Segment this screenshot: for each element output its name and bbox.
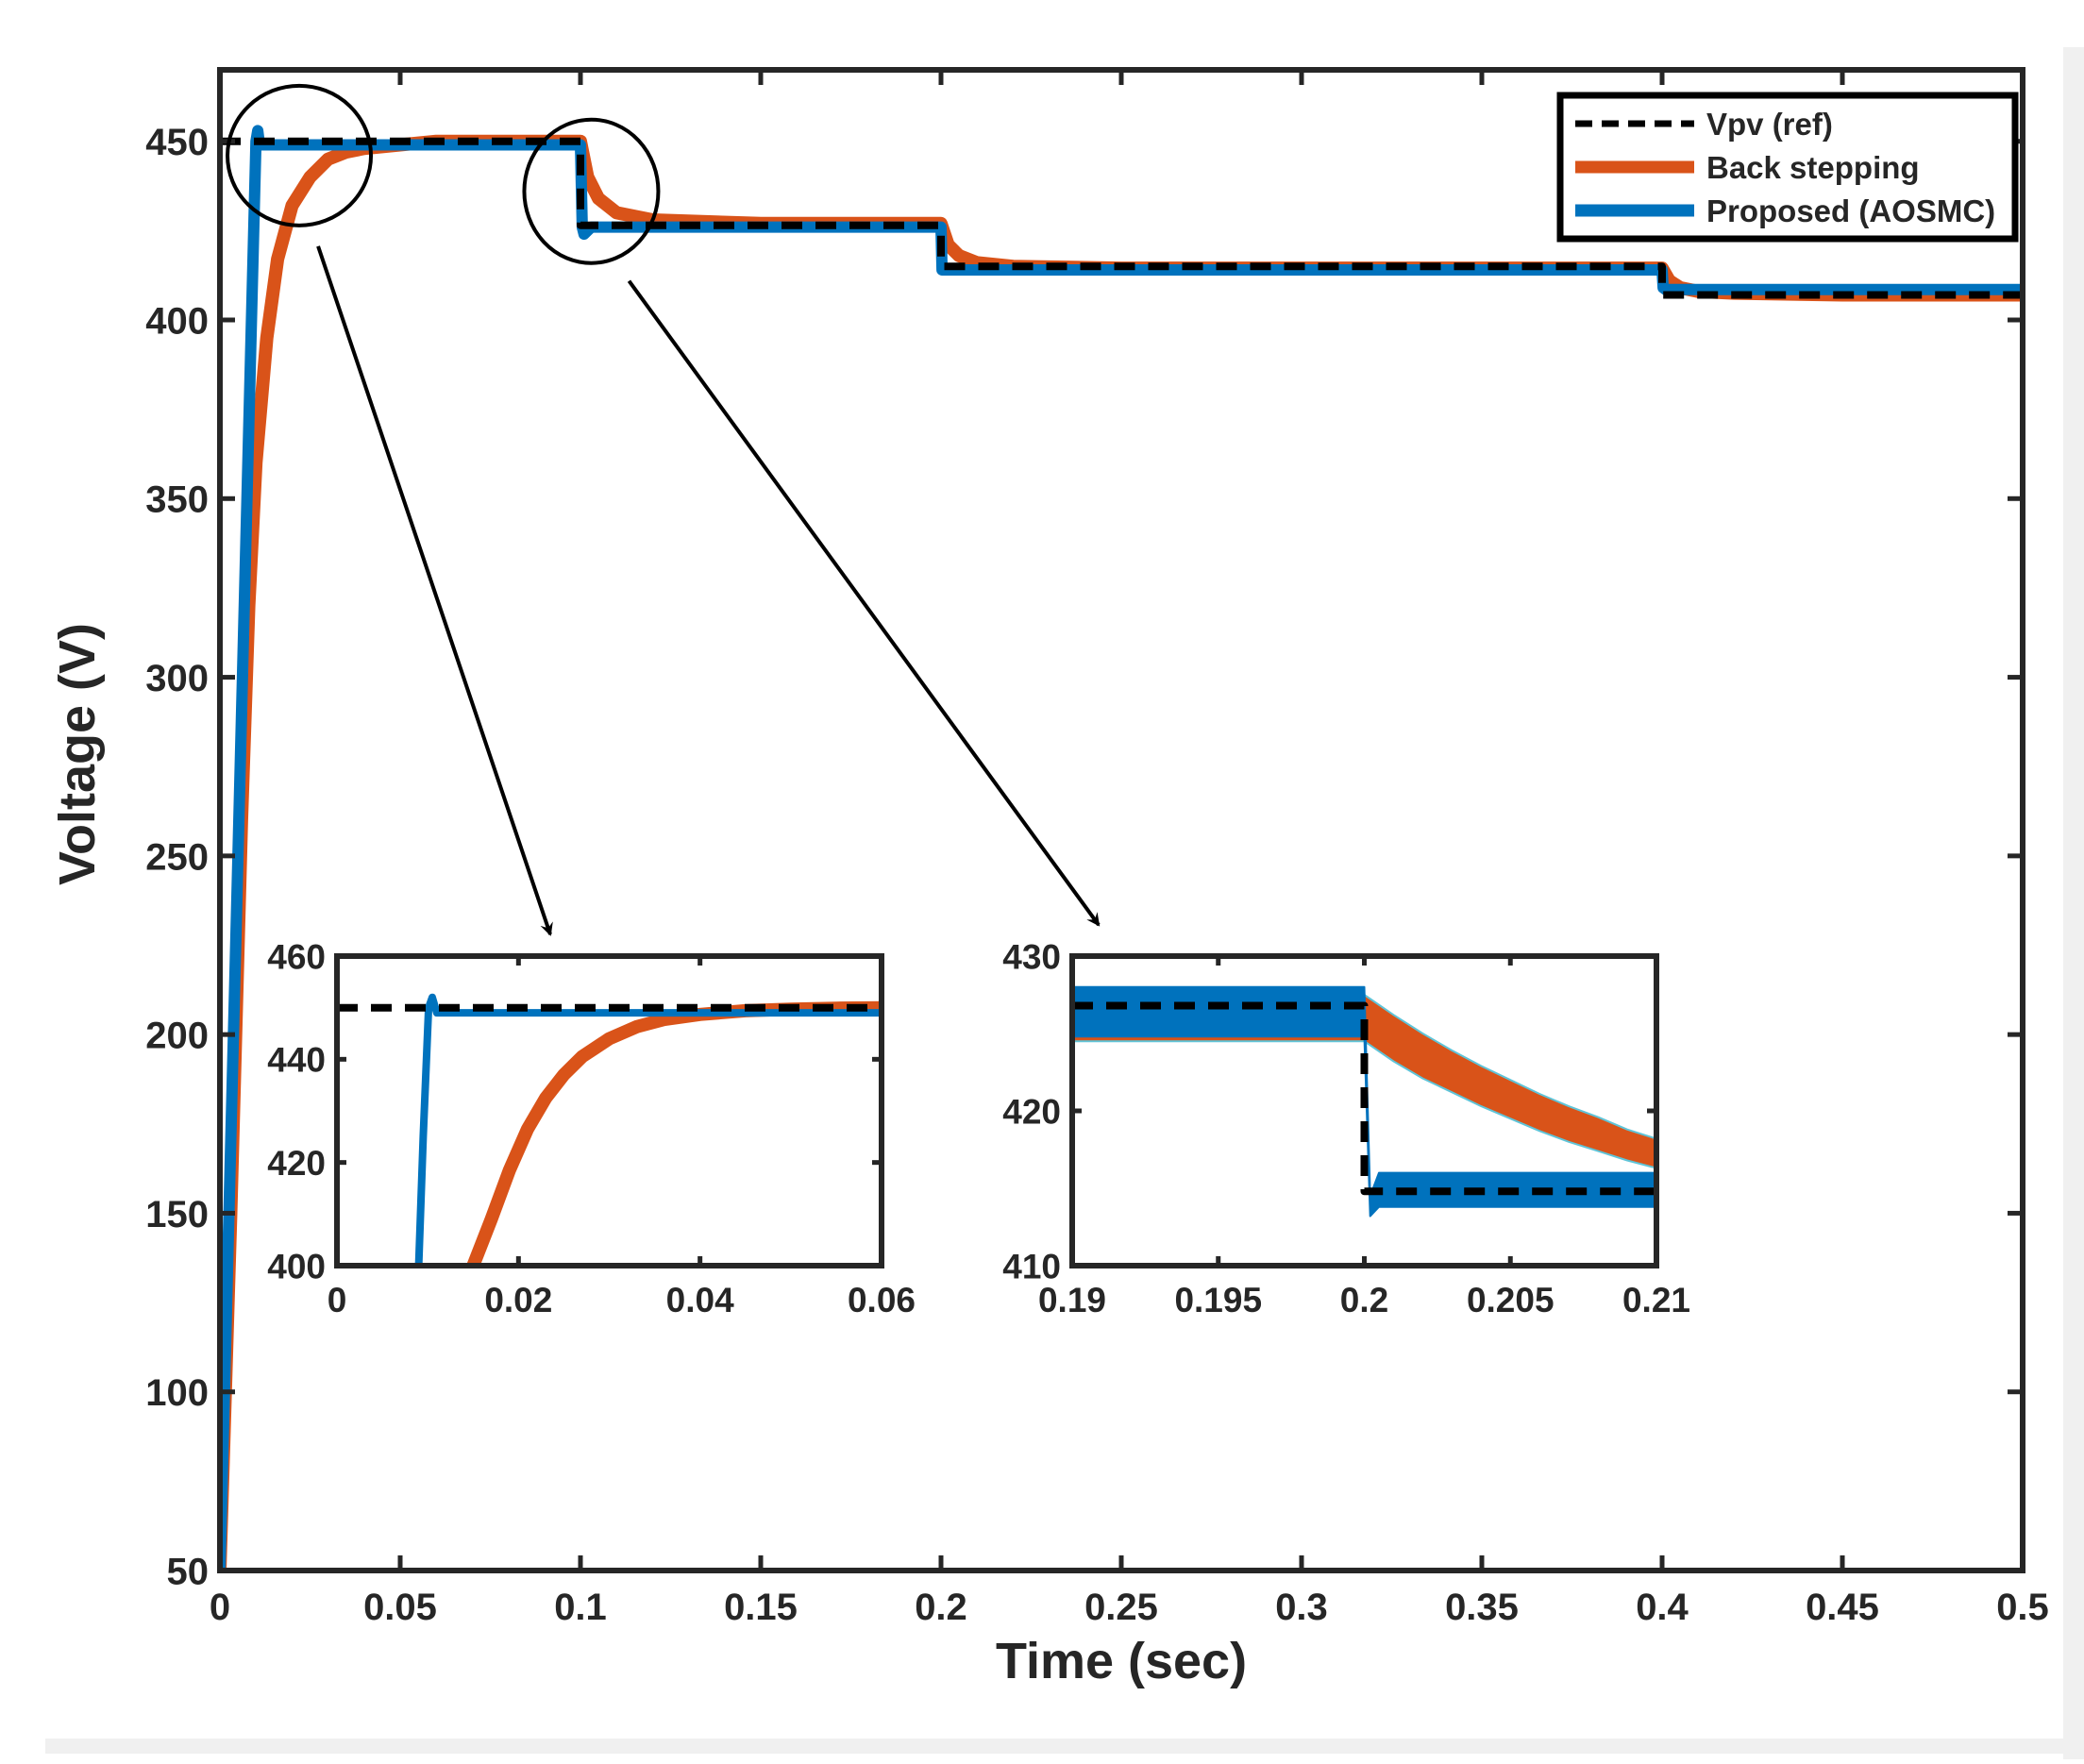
main-xtick-label: 0.3 xyxy=(1275,1587,1328,1628)
main-xtick-label: 0.45 xyxy=(1806,1587,1879,1628)
main-axes: 0 0.05 0.1 0.15 0.2 0.25 0.3 0.35 0.4 0.45 0.5 50 10… xyxy=(49,67,2049,1689)
inset1-axes-frame xyxy=(334,953,884,1268)
zoom-circle-startup xyxy=(226,83,374,227)
inset2-ytick-label: 430 xyxy=(1002,937,1061,976)
inset1-xtick-label: 0.06 xyxy=(848,1281,916,1319)
main-xtick-label: 0.5 xyxy=(1996,1587,2049,1628)
inset2-ytick-label: 420 xyxy=(1002,1092,1061,1131)
legend-label-2: Proposed (AOSMC) xyxy=(1706,193,1995,228)
inset1-ytick-label: 400 xyxy=(267,1247,326,1285)
main-xtick-label: 0.1 xyxy=(554,1587,607,1628)
inset2-ytick-label: 410 xyxy=(1002,1247,1061,1285)
inset2-xtick-label: 0.2 xyxy=(1340,1281,1388,1319)
main-y-axis-label: Voltage (V) xyxy=(49,623,106,885)
inset-axes-startup: 0 0.02 0.04 0.06 400 420 440 460 xyxy=(267,937,916,1319)
inset2-xtick-label: 0.19 xyxy=(1038,1281,1106,1319)
inset1-ytick-label: 460 xyxy=(267,937,326,976)
inset2-series-back-stepping-band xyxy=(1072,994,1656,1169)
inset1-xtick-label: 0.04 xyxy=(666,1281,734,1319)
legend: Vpv (ref) Back stepping Proposed (AOSMC) xyxy=(1556,92,2019,243)
main-plot-series xyxy=(220,125,2023,1571)
main-xtick-label: 0.35 xyxy=(1445,1587,1519,1628)
main-ytick-label: 400 xyxy=(145,300,209,342)
main-ytick-label: 250 xyxy=(145,836,209,878)
inset1-ytick-label: 440 xyxy=(267,1041,326,1080)
zoom-arrow-step xyxy=(627,279,1101,927)
inset1-ytick-label: 420 xyxy=(267,1144,326,1183)
inset1-series-proposed-aosmc xyxy=(414,993,882,1266)
inset2-xtick-label: 0.205 xyxy=(1467,1281,1555,1319)
main-ytick-label: 200 xyxy=(145,1016,209,1057)
main-ytick-label: 50 xyxy=(167,1551,210,1592)
inset2-series-vpv-ref xyxy=(1072,1001,1656,1196)
right-edge-strip xyxy=(2063,47,2084,1759)
inset-axes-step: 0.19 0.195 0.2 0.205 0.21 410 420 430 xyxy=(1002,937,1690,1319)
main-xtick-label: 0 xyxy=(210,1587,230,1628)
inset1-xtick-label: 0 xyxy=(328,1281,347,1319)
zoom-arrow-startup xyxy=(316,245,553,936)
main-xtick-label: 0.05 xyxy=(363,1587,437,1628)
main-ytick-label: 450 xyxy=(145,122,209,163)
main-ytick-label: 350 xyxy=(145,479,209,521)
bottom-edge-strip xyxy=(45,1739,2084,1754)
legend-label-1: Back stepping xyxy=(1706,150,1920,185)
main-ytick-label: 150 xyxy=(145,1194,209,1235)
inset2-xtick-label: 0.195 xyxy=(1174,1281,1262,1319)
zoom-annotations xyxy=(226,83,1101,936)
main-ytick-label: 300 xyxy=(145,658,209,699)
zoom-circle-step xyxy=(522,117,661,265)
main-plot-area xyxy=(220,70,2023,1571)
main-ytick-label: 100 xyxy=(145,1372,209,1414)
inset1-xtick-label: 0.02 xyxy=(484,1281,552,1319)
inset1-plot-series xyxy=(337,993,882,1266)
main-xtick-label: 0.2 xyxy=(915,1587,967,1628)
main-series-vpv-ref xyxy=(220,137,2023,299)
main-xtick-label: 0.15 xyxy=(724,1587,798,1628)
inset2-plot-series xyxy=(1072,985,1656,1218)
inset2-xtick-label: 0.21 xyxy=(1622,1281,1690,1319)
main-xtick-label: 0.4 xyxy=(1636,1587,1689,1628)
legend-label-0: Vpv (ref) xyxy=(1706,107,1833,142)
main-x-axis-label: Time (sec) xyxy=(996,1633,1247,1689)
main-xtick-label: 0.25 xyxy=(1084,1587,1158,1628)
